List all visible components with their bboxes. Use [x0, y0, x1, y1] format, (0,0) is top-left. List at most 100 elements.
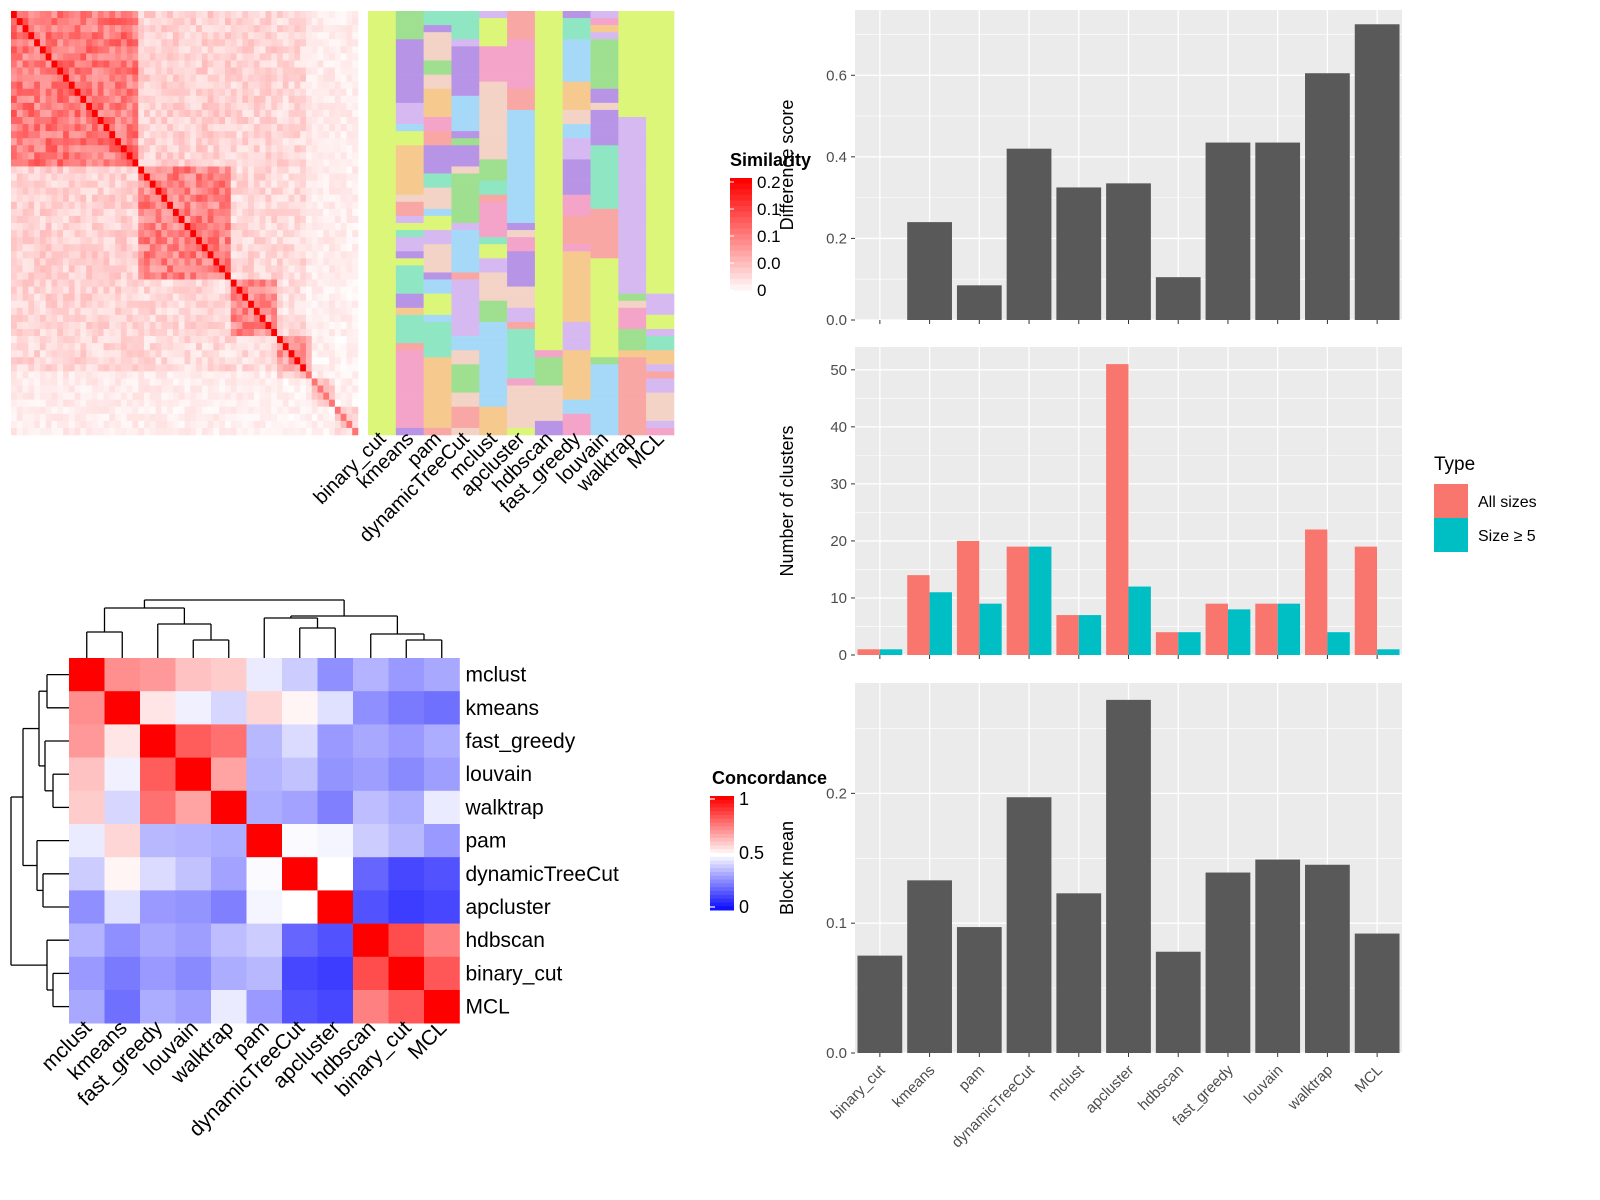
similarity-cell	[74, 152, 81, 160]
similarity-cell	[207, 95, 214, 104]
assignment-cell	[534, 237, 564, 245]
similarity-cell	[282, 46, 289, 54]
similarity-cell	[230, 152, 237, 160]
similarity-cell	[51, 145, 58, 153]
assignment-cell	[507, 138, 536, 146]
assignment-cell	[368, 279, 397, 287]
similarity-cell	[334, 109, 341, 118]
assignment-cell	[423, 74, 452, 82]
assignment-cell	[451, 272, 480, 280]
similarity-cell	[352, 350, 359, 358]
concordance-cell	[104, 890, 141, 924]
similarity-cell	[16, 357, 23, 365]
similarity-cell	[352, 166, 359, 174]
similarity-cell	[265, 427, 272, 436]
similarity-cell	[91, 194, 99, 203]
similarity-cell	[184, 286, 191, 294]
similarity-cell	[352, 321, 359, 330]
similarity-cell	[201, 392, 208, 400]
similarity-cell	[34, 223, 41, 231]
similarity-cell	[259, 336, 266, 344]
similarity-cell	[126, 230, 133, 238]
similarity-cell	[190, 109, 197, 118]
similarity-cell	[294, 300, 301, 309]
similarity-cell	[219, 145, 226, 153]
similarity-cell	[329, 46, 336, 54]
similarity-cell	[86, 53, 93, 61]
assignment-cell	[368, 321, 397, 330]
similarity-cell	[201, 350, 208, 358]
similarity-cell	[86, 286, 93, 294]
similarity-cell	[80, 420, 87, 429]
assignment-cell	[590, 350, 619, 358]
similarity-cell	[288, 194, 295, 203]
similarity-cell	[224, 251, 232, 259]
similarity-cell	[11, 420, 18, 429]
similarity-cell	[259, 60, 266, 68]
assignment-cell	[646, 371, 675, 379]
similarity-cell	[184, 109, 191, 118]
assignment-cell	[534, 371, 564, 379]
similarity-cell	[155, 131, 162, 139]
similarity-cell	[277, 208, 284, 217]
similarity-cell	[346, 11, 353, 19]
assignment-cell	[534, 60, 564, 68]
assignment-cell	[395, 215, 424, 224]
similarity-cell	[149, 124, 156, 132]
similarity-cell	[259, 11, 266, 19]
x-tick-label: MCL	[1352, 1062, 1386, 1096]
assignment-cell	[368, 343, 397, 351]
assignment-cell	[562, 371, 591, 379]
similarity-cell	[196, 420, 203, 429]
similarity-cell	[294, 74, 301, 82]
similarity-cell	[155, 25, 162, 33]
similarity-cell	[190, 39, 197, 47]
similarity-cell	[213, 223, 220, 231]
assignment-cell	[534, 378, 564, 386]
similarity-cell	[144, 357, 151, 365]
assignment-cell	[479, 201, 508, 210]
similarity-cell	[253, 300, 260, 309]
similarity-cell	[91, 251, 99, 259]
concordance-cell	[424, 790, 460, 825]
similarity-cell	[340, 314, 347, 323]
assignment-cell	[590, 293, 619, 302]
similarity-cell	[80, 258, 87, 266]
similarity-cell	[91, 279, 99, 287]
similarity-cell	[132, 364, 139, 372]
y-axis-title: Number of clusters	[777, 425, 797, 576]
similarity-cell	[219, 223, 226, 231]
similarity-cell	[149, 244, 156, 252]
similarity-cell	[86, 279, 93, 287]
similarity-cell	[271, 39, 278, 47]
similarity-legend-swatch	[730, 245, 752, 252]
similarity-cell	[277, 364, 284, 372]
assignment-cell	[562, 102, 591, 111]
similarity-cell	[277, 173, 284, 181]
similarity-cell	[305, 81, 313, 90]
similarity-cell	[236, 88, 243, 97]
similarity-cell	[271, 314, 278, 323]
similarity-cell	[184, 145, 191, 153]
similarity-cell	[57, 399, 64, 408]
similarity-cell	[317, 357, 324, 365]
y-tick-label: 0.4	[826, 149, 847, 166]
similarity-cell	[259, 46, 266, 54]
similarity-cell	[80, 223, 87, 231]
similarity-cell	[155, 74, 162, 82]
similarity-cell	[271, 385, 278, 393]
similarity-cell	[294, 159, 301, 167]
similarity-cell	[167, 307, 174, 316]
similarity-cell	[178, 237, 185, 245]
similarity-cell	[68, 102, 75, 111]
assignment-cell	[395, 230, 424, 238]
similarity-cell	[74, 406, 81, 415]
similarity-cell	[68, 385, 75, 393]
similarity-cell	[172, 117, 180, 125]
similarity-cell	[57, 74, 64, 82]
similarity-cell	[172, 392, 180, 400]
similarity-cell	[126, 46, 133, 54]
similarity-cell	[149, 350, 156, 358]
similarity-cell	[253, 81, 260, 90]
assignment-cell	[395, 336, 424, 344]
